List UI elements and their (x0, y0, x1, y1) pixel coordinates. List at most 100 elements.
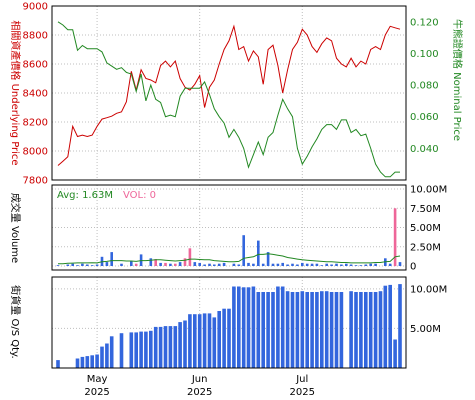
os-qty-bar (334, 292, 339, 368)
os-qty-bar (329, 292, 334, 368)
volume-bar (232, 263, 236, 266)
volume-bar (335, 263, 338, 266)
os-qty-frame (51, 276, 407, 369)
volume-bar (359, 265, 363, 266)
volume-bar (349, 264, 353, 266)
os-qty-bar (315, 292, 319, 368)
os-qty-bar (373, 292, 378, 368)
os-qty-tick-label: 10.00M (410, 284, 447, 295)
price-frame (51, 5, 407, 181)
volume-panel: 0 2.50M 5.00M 7.50M 10.00M Avg: 1.63M VOL: 0… (9, 184, 447, 273)
os-qty-bar (256, 292, 261, 368)
volume-bar (105, 262, 109, 266)
volume-bar (237, 264, 241, 266)
os-qty-bar (197, 314, 202, 368)
volume-bar (222, 262, 226, 266)
volume-bar (183, 258, 187, 266)
os-qty-bar (163, 326, 168, 368)
volume-bar (164, 262, 167, 266)
os-qty-bar (227, 308, 231, 368)
volume-bar (388, 263, 392, 266)
os-qty-bar (295, 292, 300, 368)
os-qty-bar (290, 292, 295, 368)
volume-tick-label: 2.50M (410, 242, 441, 253)
volume-bar (154, 259, 157, 266)
underlying-axis-ticks: 7800 8000 8200 8400 8600 8800 9000 (23, 2, 48, 187)
volume-average-label: Avg: 1.63M (57, 190, 113, 201)
nominal-price-line (57, 21, 400, 178)
volume-bar (340, 264, 343, 266)
os-qty-bar (207, 313, 212, 368)
volume-bar (71, 263, 74, 266)
volume-bar (330, 264, 333, 266)
volume-bar (281, 262, 284, 266)
volume-bar (345, 263, 348, 266)
volume-bar (56, 265, 60, 266)
volume-tick-label: 7.50M (410, 204, 441, 215)
volume-bar (398, 262, 402, 266)
underlying-tick-label: 7800 (23, 176, 48, 187)
volume-bar (134, 263, 138, 266)
os-qty-panel: 5.00M 10.00M 街貨量 O/S Qty. (9, 276, 447, 369)
nominal-tick-label: 0.080 (410, 81, 439, 92)
os-qty-bar (339, 292, 344, 368)
os-qty-bar (188, 314, 192, 368)
volume-frame (51, 184, 407, 271)
volume-tick-label: 5.00M (410, 223, 441, 234)
volume-current-label: VOL: 0 (123, 190, 156, 201)
os-qty-bar (388, 284, 392, 368)
os-qty-bar (271, 292, 275, 368)
os-qty-bar (232, 286, 236, 368)
volume-average-line (58, 253, 401, 265)
volume-bar (369, 263, 372, 266)
nominal-tick-label: 0.060 (410, 112, 439, 123)
volume-bar (159, 262, 162, 266)
os-qty-bar (261, 292, 265, 368)
os-qty-tick-label: 5.00M (410, 324, 441, 335)
year-label: 2025 (187, 387, 212, 398)
os-qty-bar (158, 326, 163, 368)
nominal-axis-ticks: 0.040 0.060 0.080 0.100 0.120 (410, 17, 439, 155)
os-qty-bar (383, 285, 388, 368)
os-qty-bar (368, 292, 373, 368)
month-label: Jul (295, 374, 308, 385)
volume-bar (188, 248, 192, 266)
os-qty-bar (56, 360, 60, 368)
os-qty-bar (305, 292, 309, 368)
volume-bar (169, 263, 172, 266)
volume-bar (305, 263, 309, 266)
underlying-tick-label: 8200 (23, 118, 48, 129)
volume-bar (354, 265, 358, 266)
volume-bar (110, 252, 113, 266)
volume-bar (364, 264, 368, 266)
nominal-tick-label: 0.100 (410, 49, 439, 60)
underlying-tick-label: 8000 (23, 147, 48, 158)
os-qty-bar (193, 314, 197, 368)
os-qty-bar (202, 313, 207, 368)
volume-bar (86, 264, 89, 266)
month-label: May (87, 374, 108, 385)
volume-bar (203, 264, 206, 266)
month-label: Jun (191, 374, 208, 385)
volume-bar (325, 263, 328, 266)
volume-bar (266, 252, 270, 266)
os-qty-bar (129, 332, 134, 368)
os-qty-bar (276, 286, 280, 368)
volume-bar (291, 263, 294, 266)
nominal-tick-label: 0.040 (410, 144, 439, 155)
os-qty-bar (85, 356, 90, 368)
os-qty-bar (266, 292, 270, 368)
os-qty-bar (119, 333, 124, 368)
volume-bar (271, 263, 275, 266)
os-qty-bar (183, 320, 187, 368)
os-qty-bar (310, 292, 314, 368)
os-qty-bar (217, 311, 221, 368)
os-qty-bar (100, 346, 104, 368)
volume-bar (296, 264, 299, 266)
os-qty-bar (149, 330, 153, 368)
os-qty-bar (212, 317, 217, 368)
os-qty-bar (241, 287, 246, 368)
os-qty-bar (139, 331, 143, 368)
